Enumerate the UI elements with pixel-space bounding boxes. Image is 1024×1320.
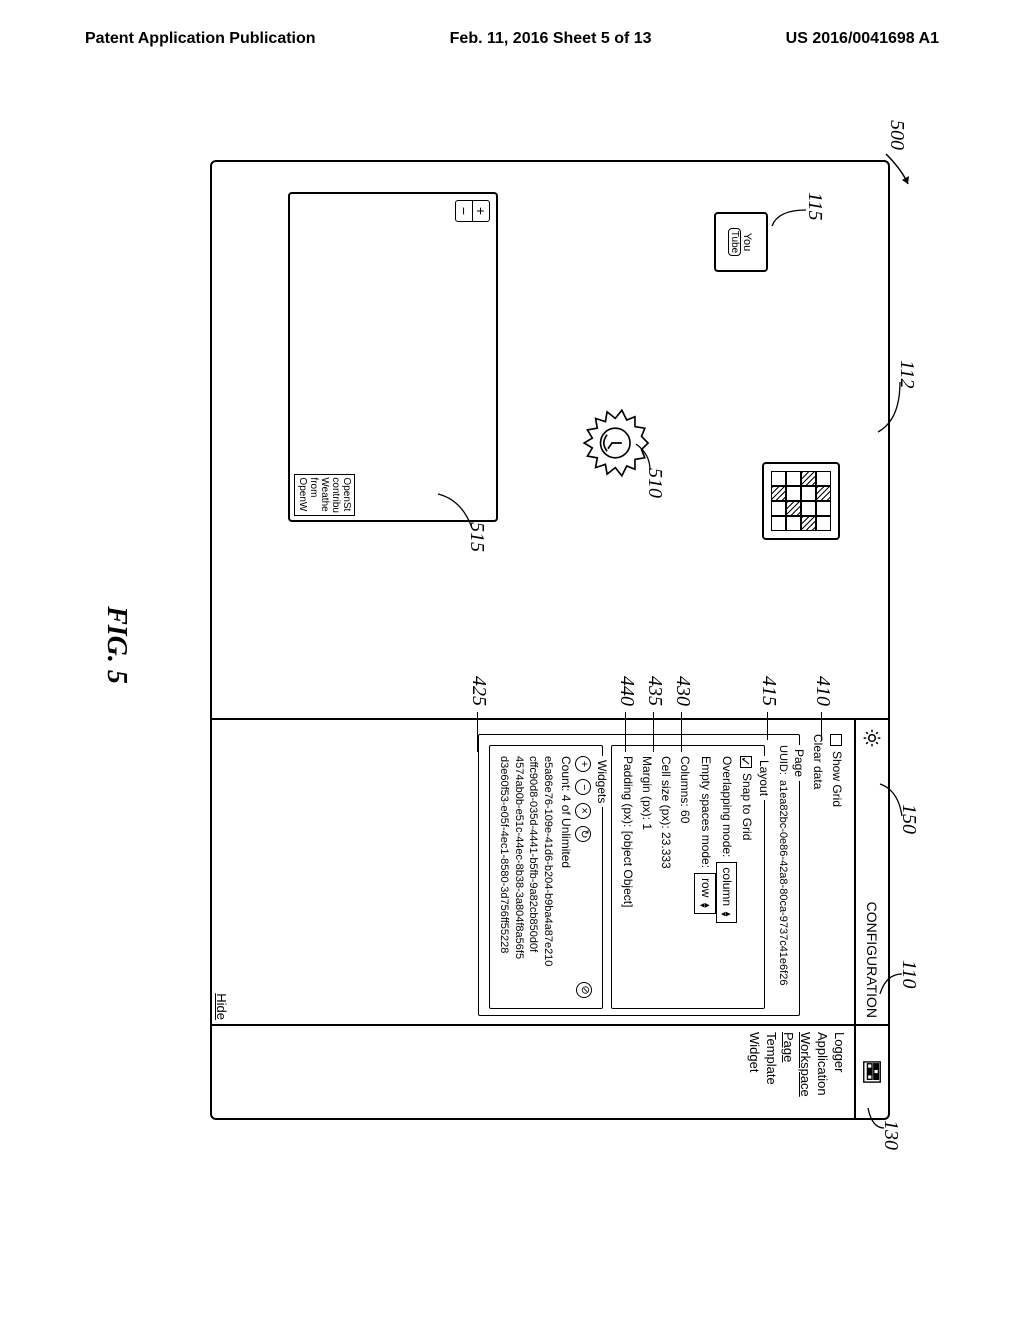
apps-item[interactable]: Page — [780, 1030, 797, 1114]
delete-widget-icon[interactable]: × — [575, 803, 591, 819]
config-panel: CONFIGURATION Show Grid Clear data Page … — [212, 718, 888, 1024]
apps-item[interactable]: Template — [763, 1030, 780, 1114]
ref-500: 500 — [885, 120, 908, 150]
add-widget-icon[interactable]: + — [575, 756, 591, 772]
widget-uuid: cffc90d8-035d-4441-b5fb-9a82cb850d0f — [526, 756, 541, 1002]
cellsize-value: Cell size (px): 23.333 — [656, 756, 675, 1002]
figure-caption: FIG. 5 — [100, 606, 132, 684]
page-legend: Page — [788, 745, 807, 781]
uuid-value: a1ea82bc-0e86-42a8-80ca-9737c41e6f26 — [773, 780, 791, 986]
zoom-in[interactable]: + — [472, 201, 489, 221]
overlap-label: Overlapping mode: — [717, 756, 736, 857]
ref-415: 415 — [757, 676, 780, 706]
widget-youtube[interactable]: You Tube — [714, 212, 768, 272]
widget-map[interactable]: + − OpenSt contribu Weathe from OpenW — [288, 192, 498, 522]
snap-checkbox[interactable] — [740, 756, 752, 768]
apps-panel: Logger Application Workspace Page Templa… — [212, 1024, 888, 1118]
widget-uuid: 4574ab0b-e51c-44ec-8b38-3a804f8a56f5 — [511, 756, 526, 1002]
page-header: Patent Application Publication Feb. 11, … — [0, 0, 1024, 58]
apps-grid-icon[interactable] — [860, 1060, 884, 1084]
hide-button[interactable]: Hide — [214, 993, 229, 1020]
ref-440: 440 — [615, 676, 638, 706]
show-grid-row: Show Grid — [827, 734, 846, 1016]
gear-icon[interactable] — [860, 726, 884, 750]
youtube-label-bottom: Tube — [729, 228, 742, 256]
apps-item[interactable]: Widget — [746, 1030, 763, 1114]
config-title: CONFIGURATION — [864, 902, 880, 1018]
empty-select[interactable]: row ▲▼ — [694, 873, 715, 914]
apps-item[interactable]: Workspace — [797, 1030, 814, 1114]
block-widget-icon[interactable]: ⊘ — [576, 982, 592, 998]
zoom-out[interactable]: − — [456, 201, 472, 221]
padding-value: Padding (px): [object Object] — [618, 756, 637, 1002]
widget-uuid: d3e60f53-e05f-4ec1-8580-3d756ff55228 — [496, 756, 511, 1002]
ref-435: 435 — [643, 676, 666, 706]
refresh-widget-icon[interactable]: ↻ — [575, 826, 591, 842]
ref-430: 430 — [671, 676, 694, 706]
app-window: You Tube — [210, 160, 890, 1120]
grid-icon — [771, 471, 831, 531]
apps-list: Logger Application Workspace Page Templa… — [740, 1026, 854, 1118]
show-grid-label: Show Grid — [827, 751, 846, 807]
apps-item[interactable]: Logger — [831, 1030, 848, 1114]
ref-425: 425 — [467, 676, 490, 706]
map-zoom-controls[interactable]: + − — [455, 200, 490, 222]
widget-count: Count: 4 of Unlimited — [555, 756, 574, 1002]
header-left: Patent Application Publication — [85, 30, 316, 48]
spinner-arrows-icon: ▲▼ — [721, 910, 731, 918]
apps-item[interactable]: Application — [814, 1030, 831, 1114]
header-right: US 2016/0041698 A1 — [786, 30, 939, 48]
clear-data-link[interactable]: Clear data — [808, 734, 827, 1016]
layout-legend: Layout — [754, 756, 773, 800]
ref-410: 410 — [811, 676, 834, 706]
show-grid-checkbox[interactable] — [830, 734, 842, 746]
widget-icon-grid[interactable] — [762, 462, 840, 540]
map-attribution: OpenSt contribu Weathe from OpenW — [294, 474, 355, 516]
remove-widget-icon[interactable]: − — [575, 779, 591, 795]
workspace-canvas[interactable]: You Tube — [212, 162, 888, 722]
widgets-fieldset: Widgets + − × ↻ ⊘ Count: 4 of Unli — [489, 745, 603, 1009]
widget-uuid-list: e5a86e76-109e-41d6-b204-b9ba4a87e210 cff… — [496, 756, 555, 1002]
widget-uuid: e5a86e76-109e-41d6-b204-b9ba4a87e210 — [541, 756, 556, 1002]
layout-fieldset: Layout Snap to Grid Overlapping mode: co… — [611, 745, 765, 1009]
overlap-select[interactable]: column ▲▼ — [716, 862, 737, 923]
figure-area: 500 You Tube — [120, 120, 920, 1170]
empty-label: Empty spaces mode: — [695, 756, 714, 868]
widgets-legend: Widgets — [592, 756, 611, 807]
youtube-label-top: You — [742, 233, 754, 252]
page-fieldset: Page UUID: a1ea82bc-0e86-42a8-80ca-9737c… — [478, 734, 800, 1016]
header-center: Feb. 11, 2016 Sheet 5 of 13 — [450, 30, 652, 48]
spinner-arrows-icon: ▲▼ — [700, 901, 710, 909]
columns-value: Columns: 60 — [675, 756, 694, 1002]
margin-value: Margin (px): 1 — [637, 756, 656, 1002]
